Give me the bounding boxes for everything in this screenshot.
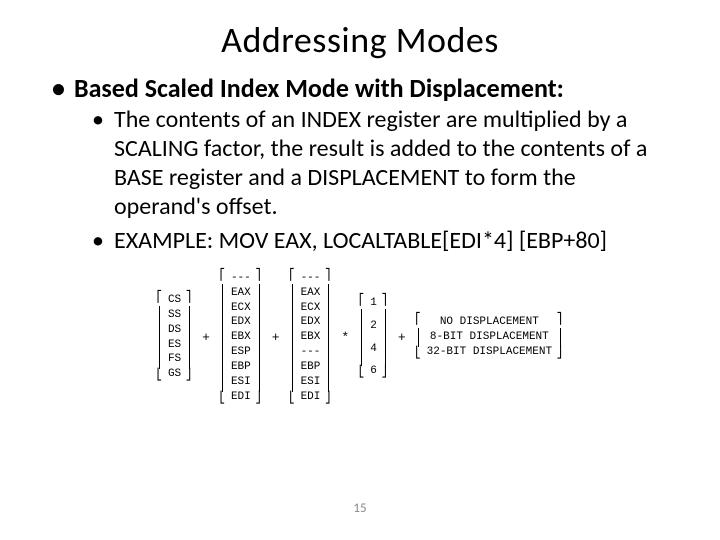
index-item: EBP	[301, 360, 321, 375]
seg-item: FS	[168, 352, 181, 367]
times-operator: *	[338, 329, 352, 347]
base-item: EBP	[231, 360, 251, 375]
page-number: 15	[0, 501, 720, 516]
segment-column: CS SS DS ES FS GS	[156, 291, 193, 384]
slide: Addressing Modes Based Scaled Index Mode…	[0, 0, 720, 540]
seg-item: CS	[168, 293, 181, 308]
bracket-left-icon	[219, 269, 227, 407]
disp-item: 8-BIT DISPLACEMENT	[430, 330, 549, 345]
base-item: EDI	[231, 390, 251, 405]
index-item: EDI	[301, 390, 321, 405]
base-item: ---	[231, 271, 251, 286]
bracket-left-icon	[289, 269, 297, 407]
base-item: ESI	[231, 375, 251, 390]
index-item: ECX	[301, 301, 321, 316]
base-list: --- EAX ECX EDX EBX ESP EBP ESI EDI	[227, 269, 255, 407]
addressing-diagram: CS SS DS ES FS GS + --- EAX ECX EDX EBX …	[48, 269, 672, 407]
bullet-l2-item: The contents of an INDEX register are mu…	[92, 105, 672, 222]
segment-list: CS SS DS ES FS GS	[164, 291, 185, 384]
bullet-list-level1: Based Scaled Index Mode with Displacemen…	[48, 72, 672, 255]
displacement-list: NO DISPLACEMENT 8-BIT DISPLACEMENT 32-BI…	[423, 313, 556, 362]
index-item: ---	[301, 271, 321, 286]
seg-item: GS	[168, 367, 181, 382]
seg-item: ES	[168, 338, 181, 353]
bracket-right-icon	[381, 294, 389, 381]
seg-item: SS	[168, 308, 181, 323]
displacement-column: NO DISPLACEMENT 8-BIT DISPLACEMENT 32-BI…	[415, 313, 564, 362]
base-item: EDX	[231, 315, 251, 330]
index-item: ---	[301, 345, 321, 360]
page-title: Addressing Modes	[48, 18, 672, 62]
scale-item: 1	[370, 296, 377, 311]
index-item: EAX	[301, 286, 321, 301]
bracket-left-icon	[156, 291, 164, 384]
plus-operator: +	[395, 329, 409, 347]
scale-list: 1 2 4 6	[366, 294, 381, 381]
bracket-right-icon	[556, 313, 564, 362]
scale-item: 4	[370, 342, 377, 357]
bracket-right-icon	[255, 269, 263, 407]
bullet-list-level2: The contents of an INDEX register are mu…	[92, 105, 672, 255]
plus-operator: +	[199, 329, 213, 347]
bracket-right-icon	[185, 291, 193, 384]
index-item: ESI	[301, 375, 321, 390]
seg-item: DS	[168, 323, 181, 338]
base-item: EBX	[231, 330, 251, 345]
index-item: EDX	[301, 315, 321, 330]
bracket-right-icon	[324, 269, 332, 407]
plus-operator: +	[269, 329, 283, 347]
bullet-l1-item: Based Scaled Index Mode with Displacemen…	[48, 72, 672, 255]
scale-item: 2	[370, 319, 377, 334]
bracket-left-icon	[358, 294, 366, 381]
index-column: --- EAX ECX EDX EBX --- EBP ESI EDI	[289, 269, 333, 407]
scale-column: 1 2 4 6	[358, 294, 389, 381]
scale-item: 6	[370, 364, 377, 379]
base-column: --- EAX ECX EDX EBX ESP EBP ESI EDI	[219, 269, 263, 407]
bullet-l2-item: EXAMPLE: MOV EAX, LOCALTABLE[EDI*4] [EBP…	[92, 226, 672, 255]
disp-item: NO DISPLACEMENT	[440, 315, 539, 330]
disp-item: 32-BIT DISPLACEMENT	[427, 345, 552, 360]
base-item: ESP	[231, 345, 251, 360]
bullet-l1-text: Based Scaled Index Mode with Displacemen…	[74, 72, 564, 104]
base-item: ECX	[231, 301, 251, 316]
bracket-left-icon	[415, 313, 423, 362]
index-item: EBX	[301, 330, 321, 345]
base-item: EAX	[231, 286, 251, 301]
index-list: --- EAX ECX EDX EBX --- EBP ESI EDI	[297, 269, 325, 407]
